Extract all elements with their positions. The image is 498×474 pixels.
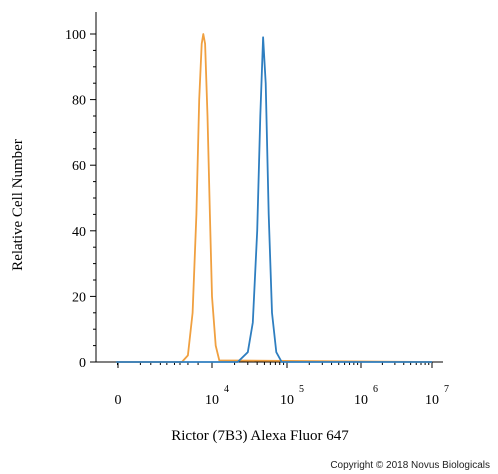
y-axis-title: Relative Cell Number	[10, 139, 26, 271]
x-tick-label: 0	[115, 393, 122, 408]
y-tick-label: 80	[72, 94, 86, 109]
copyright-text: Copyright © 2018 Novus Biologicals	[330, 460, 490, 471]
histogram-series-1	[116, 33, 433, 363]
x-tick-label: 10	[280, 393, 294, 408]
y-tick-label: 100	[65, 28, 86, 43]
x-tick-exponent: 4	[224, 384, 229, 395]
x-tick-label: 10	[205, 393, 219, 408]
histogram-series-2	[116, 36, 432, 363]
y-tick-label: 0	[79, 356, 86, 371]
x-axis-title: Rictor (7B3) Alexa Fluor 647	[171, 428, 349, 444]
x-tick-exponent: 7	[444, 384, 449, 395]
x-tick-label: 10	[354, 393, 368, 408]
axes	[95, 12, 443, 363]
y-tick-label: 60	[72, 159, 86, 174]
series-group	[116, 33, 433, 363]
x-tick-group: 0 10 4 10 5 10 6 10 7	[115, 362, 449, 408]
y-tick-label: 40	[72, 225, 86, 240]
y-tick-group: 0 20 40 60 80 100	[65, 28, 96, 371]
x-tick-exponent: 6	[373, 384, 378, 395]
y-tick-label: 20	[72, 290, 86, 305]
x-tick-label: 10	[425, 393, 439, 408]
x-tick-exponent: 5	[299, 384, 304, 395]
